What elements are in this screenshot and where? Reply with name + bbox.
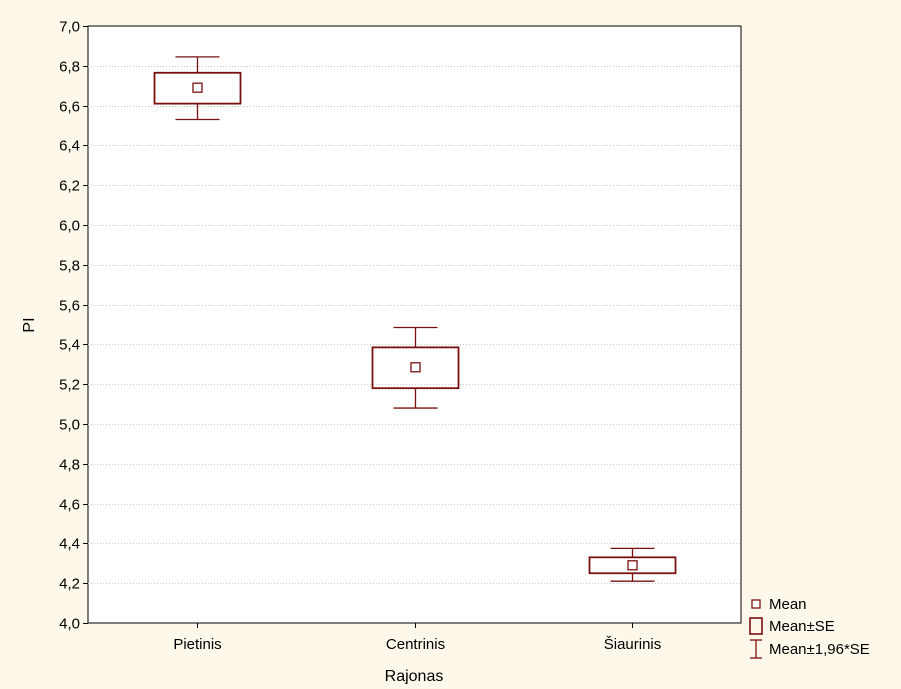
mean-point — [192, 82, 203, 93]
y-tick-label: 5,0 — [59, 417, 80, 434]
legend-item-3: Mean±1,96*SE — [750, 639, 870, 659]
y-tick-label: 4,0 — [59, 616, 80, 633]
grid-lines — [88, 66, 741, 584]
y-tick-label: 6,6 — [59, 99, 80, 116]
legend-item-1: Mean — [751, 596, 807, 613]
legend-label: Mean±SE — [769, 618, 835, 635]
mean-point — [627, 560, 638, 571]
box-group-3 — [588, 547, 677, 582]
y-tick-label: 6,4 — [59, 138, 80, 155]
y-tick-label: 5,8 — [59, 258, 80, 275]
y-tick-label: 5,6 — [59, 298, 80, 315]
legend-symbol-se — [749, 617, 763, 635]
legend-label: Mean — [769, 596, 807, 613]
y-tick-label: 5,2 — [59, 377, 80, 394]
se-box — [371, 346, 460, 390]
x-axis-ticks: Pietinis Centrinis Šiaurinis — [173, 623, 661, 653]
legend-symbol-mean — [751, 599, 761, 609]
x-tick-label: Šiaurinis — [604, 636, 662, 653]
mean-point — [410, 362, 421, 373]
x-tick-label: Centrinis — [386, 636, 445, 653]
y-tick-label: 4,8 — [59, 457, 80, 474]
y-tick-label: 5,4 — [59, 337, 80, 354]
se-box — [588, 556, 677, 575]
x-tick-label: Pietinis — [173, 636, 221, 653]
y-tick-label: 6,0 — [59, 218, 80, 235]
y-axis-title: PI — [21, 317, 38, 332]
y-tick-label: 4,2 — [59, 576, 80, 593]
y-tick-label: 6,2 — [59, 178, 80, 195]
y-tick-label: 4,4 — [59, 536, 80, 553]
y-tick-label: 7,0 — [59, 19, 80, 36]
y-tick-label: 4,6 — [59, 497, 80, 514]
box-group-2 — [371, 326, 460, 409]
x-axis-title: Rajonas — [385, 668, 444, 684]
y-tick-label: 6,8 — [59, 59, 80, 76]
data-marks — [153, 56, 677, 582]
plot-area — [87, 25, 742, 624]
legend: Mean Mean±SE Mean±1,96*SE — [749, 596, 870, 659]
y-axis-ticks: 4,0 4,2 4,4 4,6 4,8 5,0 5,2 5,4 5,6 5,8 6,0 6,2 6,4 6… — [59, 19, 88, 633]
box-group-1 — [153, 56, 242, 121]
se-box — [153, 71, 242, 105]
legend-item-2: Mean±SE — [749, 617, 835, 635]
legend-label: Mean±1,96*SE — [769, 641, 870, 658]
